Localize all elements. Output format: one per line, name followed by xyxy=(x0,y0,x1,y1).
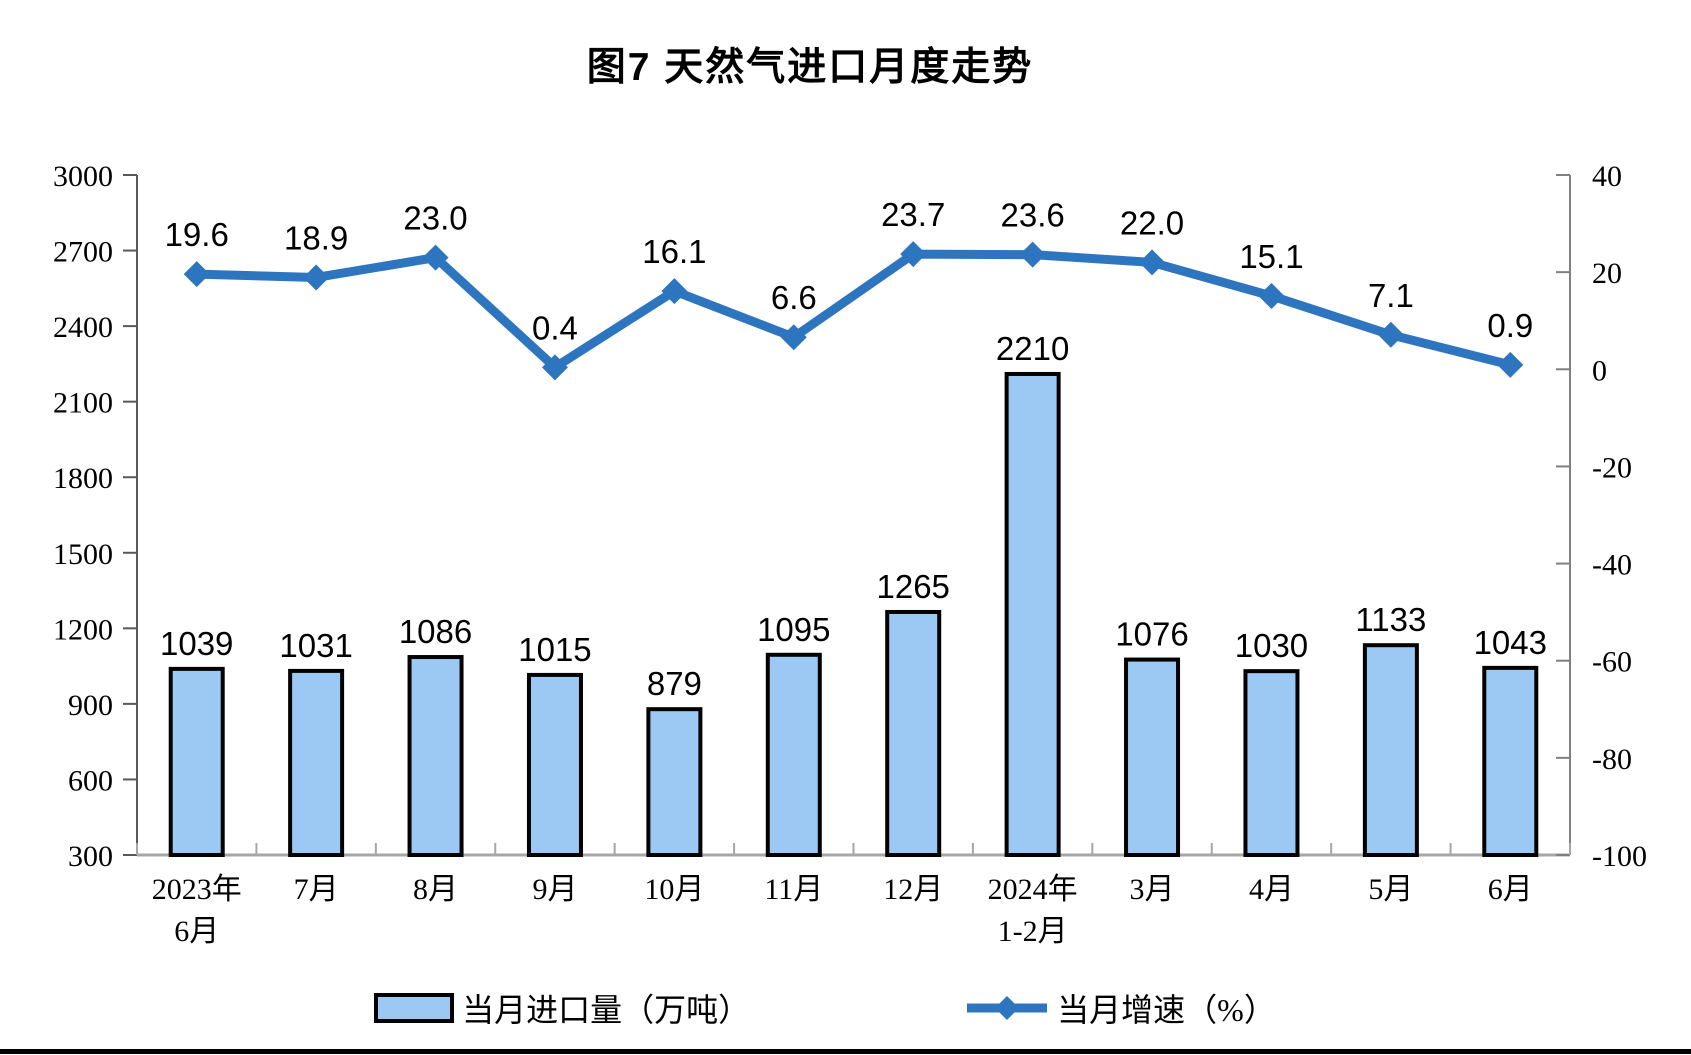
legend-label-growth-rate: 当月增速（%） xyxy=(1057,992,1276,1028)
bar-3月 xyxy=(1124,657,1181,858)
chart-legend: 当月进口量（万吨） 当月增速（%） xyxy=(0,985,1650,1031)
line-marker-diamond-icon xyxy=(422,244,449,271)
bar-11月 xyxy=(765,652,822,857)
line-marker-diamond-icon xyxy=(780,324,807,351)
line-marker-diamond-icon xyxy=(541,354,568,381)
bar-value-label: 1133 xyxy=(1355,601,1426,638)
right-axis-tick-label: 0 xyxy=(1592,354,1607,387)
line-marker-diamond-icon xyxy=(1019,241,1046,268)
bar-value-label: 1076 xyxy=(1115,616,1188,653)
bar-series-swatch-icon xyxy=(374,993,455,1023)
x-axis-category-label: 5月 xyxy=(1368,873,1413,906)
x-axis-category-label: 12月 xyxy=(883,873,943,906)
line-value-label: 19.6 xyxy=(165,216,229,253)
bar-10月 xyxy=(646,707,703,858)
bar-value-label: 1265 xyxy=(876,568,949,605)
bar-value-label: 1095 xyxy=(757,611,830,648)
line-value-label: 0.9 xyxy=(1487,307,1533,344)
bar-value-label: 1043 xyxy=(1474,624,1547,661)
line-series-marker-icon xyxy=(967,996,1048,1020)
line-marker-diamond-icon xyxy=(1377,321,1404,348)
bar-8月 xyxy=(407,655,464,857)
right-axis-tick-label: 20 xyxy=(1592,257,1622,290)
left-axis-tick-label: 600 xyxy=(68,764,113,797)
line-value-label: 0.4 xyxy=(532,309,578,346)
left-axis-tick-label: 300 xyxy=(68,840,113,873)
legend-item-growth-rate: 当月增速（%） xyxy=(965,985,1276,1031)
bar-7月 xyxy=(288,668,345,857)
legend-item-import-volume: 当月进口量（万吨） xyxy=(374,985,750,1031)
bar-12月 xyxy=(885,609,942,857)
bar-value-label: 1031 xyxy=(279,627,352,664)
left-axis-tick-label: 1800 xyxy=(53,462,113,495)
bar-value-label: 1039 xyxy=(160,625,233,662)
bar-9月 xyxy=(526,672,583,857)
line-marker-diamond-icon xyxy=(661,278,688,305)
line-value-label: 15.1 xyxy=(1239,238,1303,275)
x-axis-category-label: 7月 xyxy=(294,873,339,906)
bottom-divider xyxy=(0,1049,1691,1054)
right-axis-tick-label: 40 xyxy=(1592,160,1622,193)
line-value-label: 23.6 xyxy=(1001,197,1065,234)
bar-6月 xyxy=(1482,665,1539,858)
right-axis-tick-label: -100 xyxy=(1592,840,1647,873)
right-axis-tick-label: -60 xyxy=(1592,646,1632,679)
bar-value-label: 879 xyxy=(647,665,702,702)
line-marker-diamond-icon xyxy=(1497,351,1524,378)
bar-5月 xyxy=(1362,643,1419,857)
line-marker-diamond-icon xyxy=(1258,282,1285,309)
line-value-label: 23.7 xyxy=(881,196,945,233)
line-value-label: 6.6 xyxy=(771,279,817,316)
x-axis-category-label: 2024年 1-2月 xyxy=(988,873,1078,948)
left-axis-tick-label: 2400 xyxy=(53,311,113,344)
line-value-label: 16.1 xyxy=(642,233,706,270)
left-axis-tick-label: 900 xyxy=(68,689,113,722)
x-axis-category-label: 10月 xyxy=(644,873,704,906)
line-marker-diamond-icon xyxy=(1139,249,1166,276)
x-axis-category-label: 2023年 6月 xyxy=(152,873,242,948)
bar-value-label: 1086 xyxy=(399,613,472,650)
x-axis-category-label: 11月 xyxy=(764,873,823,906)
left-axis-tick-label: 2700 xyxy=(53,236,113,269)
x-axis-category-label: 6月 xyxy=(1488,873,1533,906)
line-value-label: 22.0 xyxy=(1120,204,1184,241)
right-axis-tick-label: -20 xyxy=(1592,451,1632,484)
right-axis-tick-label: -40 xyxy=(1592,549,1632,582)
line-value-label: 7.1 xyxy=(1368,277,1414,314)
bar-4月 xyxy=(1243,669,1300,857)
line-value-label: 23.0 xyxy=(403,200,467,237)
legend-label-import-volume: 当月进口量（万吨） xyxy=(462,992,751,1028)
chart-title: 图7 天然气进口月度走势 xyxy=(586,46,1034,89)
right-axis-tick-label: -80 xyxy=(1592,743,1632,776)
x-axis-category-label: 4月 xyxy=(1249,873,1294,906)
left-axis-tick-label: 1500 xyxy=(53,538,113,571)
x-axis-category-label: 9月 xyxy=(532,873,577,906)
line-value-label: 18.9 xyxy=(284,219,348,256)
growth-rate-line xyxy=(196,249,1512,372)
bar-2023年6月 xyxy=(168,666,225,857)
bar-value-label: 2210 xyxy=(996,330,1069,367)
bar-2024年1-2月 xyxy=(1004,371,1061,857)
line-marker-diamond-icon xyxy=(183,261,210,288)
left-axis-tick-label: 3000 xyxy=(53,160,113,193)
left-axis-tick-label: 2100 xyxy=(53,387,113,420)
left-axis-tick-label: 1200 xyxy=(53,613,113,646)
x-axis-category-label: 3月 xyxy=(1130,873,1175,906)
bar-value-label: 1030 xyxy=(1235,627,1308,664)
line-marker-diamond-icon xyxy=(900,241,927,268)
bar-value-label: 1015 xyxy=(518,631,591,668)
x-axis-category-label: 8月 xyxy=(413,873,458,906)
line-marker-diamond-icon xyxy=(303,264,330,291)
